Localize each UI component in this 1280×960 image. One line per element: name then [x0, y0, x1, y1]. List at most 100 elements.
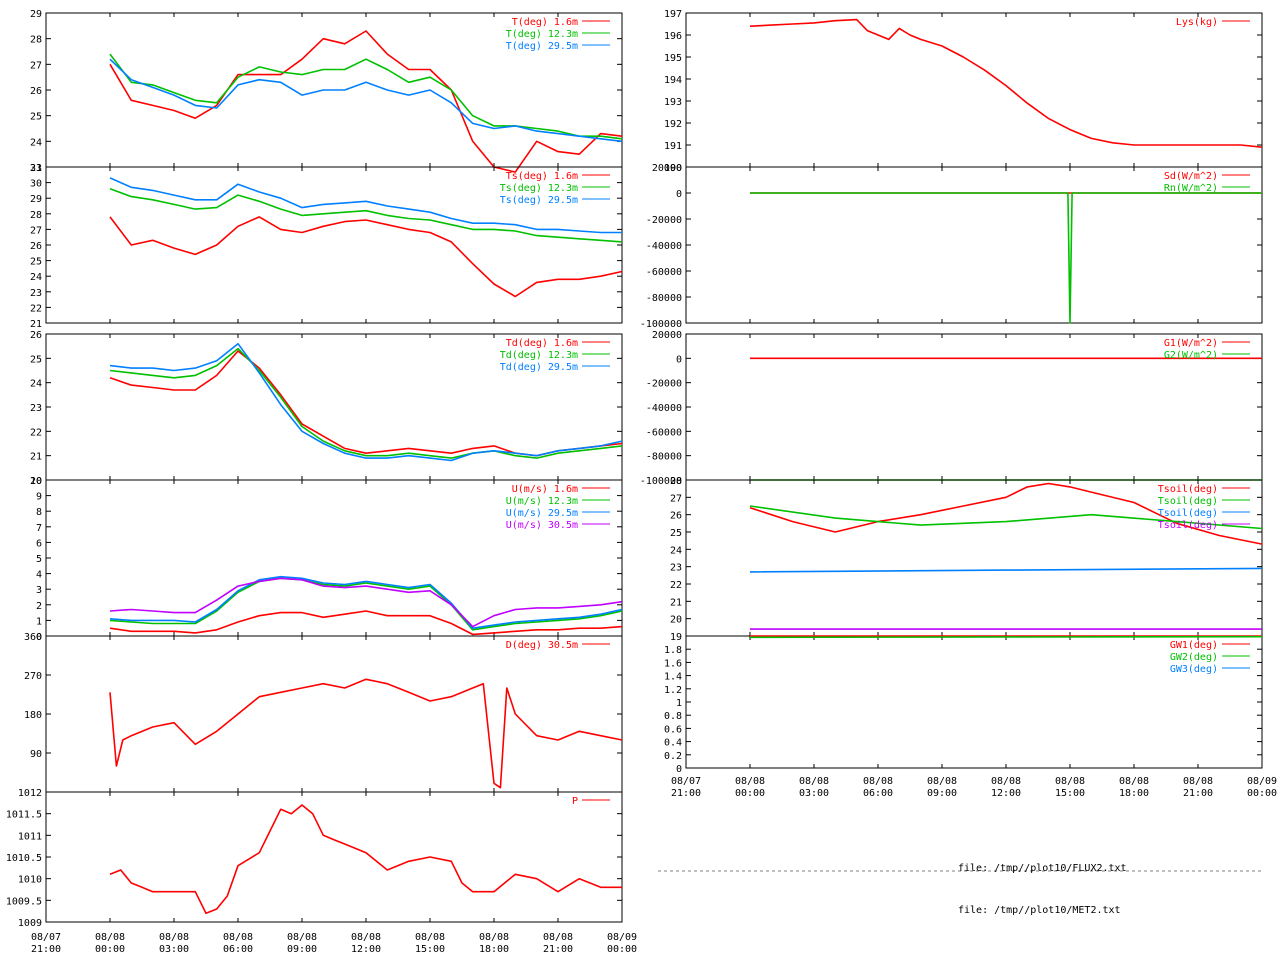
series-line-1: [750, 192, 1262, 324]
y-tick-label: 24: [30, 137, 42, 148]
y-tick-label: 1009: [18, 918, 42, 929]
y-tick-label: 22: [670, 580, 682, 591]
x-tick-time: 15:00: [1055, 788, 1085, 799]
legend-label: Tsoil(deg): [1158, 496, 1218, 507]
y-tick-label: 0: [36, 632, 42, 643]
y-tick-label: 9: [36, 492, 42, 503]
legend-label: Td(deg) 1.6m: [506, 338, 578, 349]
series-line-2: [109, 58, 623, 143]
y-tick-label: 21: [30, 452, 42, 463]
y-tick-label: 191: [664, 141, 682, 152]
series-line-0: [749, 18, 1263, 148]
y-tick-label: 24: [670, 545, 682, 556]
series-line-0: [749, 482, 1263, 545]
y-tick-label: 190: [664, 163, 682, 174]
legend-label: Tsoil(deg): [1158, 508, 1218, 519]
chart-frame: [685, 12, 1263, 168]
legend-label: GW3(deg): [1170, 664, 1218, 675]
y-tick-label: 26: [30, 86, 42, 97]
x-tick-time: 00:00: [735, 788, 765, 799]
y-tick-label: 1: [36, 616, 42, 627]
x-tick-time: 21:00: [671, 788, 701, 799]
y-tick-label: -20000: [646, 215, 682, 226]
y-tick-label: 30: [30, 179, 42, 190]
x-tick-time: 06:00: [863, 788, 893, 799]
y-tick-label: 22: [30, 427, 42, 438]
y-tick-label: 1.4: [664, 672, 682, 683]
series-line-2: [109, 177, 622, 234]
y-tick-label: 197: [664, 9, 682, 20]
x-tick-time: 09:00: [927, 788, 957, 799]
x-tick-date: 08/08: [95, 932, 125, 943]
legend-label: U(m/s) 12.3m: [506, 496, 578, 507]
legend-label: U(m/s) 29.5m: [506, 508, 578, 519]
x-tick-date: 08/08: [927, 776, 957, 787]
series-line-2: [109, 575, 623, 630]
y-tick-label: 360: [24, 632, 42, 643]
y-tick-label: 4: [36, 570, 42, 581]
x-tick-date: 08/08: [415, 932, 445, 943]
legend-label: Tsoil(deg): [1158, 520, 1218, 531]
x-tick-date: 08/09: [1247, 776, 1277, 787]
series-line-1: [109, 188, 623, 243]
y-tick-label: 19: [670, 632, 682, 643]
legend-label: U(m/s) 30.5m: [506, 520, 578, 531]
y-tick-label: 0: [676, 764, 682, 775]
y-tick-label: 24: [30, 272, 42, 283]
chart-soil-temp: 19202122232425262728Tsoil(deg)Tsoil(deg)…: [670, 476, 1263, 643]
chart-air-temp: 23 24 25 26 27 28 29 T(deg) 1.6mT(deg) 12.3mT(d…: [30, 9, 623, 174]
x-tick-time: 00:00: [95, 944, 125, 955]
chart-ground-heat: -100000 -80000 -60000 -40000 -20000 0 20000 G1(…: [640, 330, 1263, 487]
y-tick-label: 23: [30, 163, 42, 174]
x-tick-date: 08/08: [159, 932, 189, 943]
y-tick-label: -60000: [646, 267, 682, 278]
legend-label: Lys(kg): [1176, 17, 1218, 28]
y-tick-label: -40000: [646, 403, 682, 414]
y-tick-label: 195: [664, 53, 682, 64]
y-tick-label: 192: [664, 119, 682, 130]
chart-pressure: 1009 1009.5 1010 1010.5 1011 1011.5 1012 P: [6, 788, 623, 929]
y-tick-label: 7: [36, 523, 42, 534]
y-tick-label: 1010.5: [6, 853, 42, 864]
chart-frame: [45, 791, 623, 923]
x-tick-date: 08/08: [223, 932, 253, 943]
x-tick-date: 08/08: [287, 932, 317, 943]
y-tick-label: 180: [24, 710, 42, 721]
x-tick-date: 08/08: [1055, 776, 1085, 787]
file-list: file: /tmp//plot10/FLUX2.txt file: /tmp/…: [958, 834, 1127, 932]
y-tick-label: -20000: [646, 379, 682, 390]
x-tick-time: 21:00: [543, 944, 573, 955]
y-tick-label: 22: [30, 303, 42, 314]
time-axis-left: 08/0721:0008/0800:0008/0803:0008/0806:00…: [31, 932, 637, 955]
x-tick-date: 08/08: [991, 776, 1021, 787]
y-tick-label: 20: [670, 615, 682, 626]
y-tick-label: 6: [36, 538, 42, 549]
x-tick-date: 08/07: [671, 776, 701, 787]
series-line-0: [109, 30, 623, 173]
y-tick-label: 20: [30, 476, 42, 487]
chart-lysimeter: 190 191 192 193 194 195 196 197 Lys(kg): [664, 9, 1263, 174]
legend-label: G2(W/m^2): [1164, 350, 1218, 361]
x-tick-time: 21:00: [1183, 788, 1213, 799]
legend-label: Td(deg) 12.3m: [500, 350, 578, 361]
x-tick-time: 12:00: [991, 788, 1021, 799]
y-tick-label: -100000: [640, 476, 682, 487]
chart-radiation: -100000 -80000 -60000 -40000 -20000 0 20000 Sd(…: [640, 163, 1263, 330]
legend-label: GW1(deg): [1170, 640, 1218, 651]
y-tick-label: 27: [30, 60, 42, 71]
y-tick-label: 1.2: [664, 685, 682, 696]
legend-label: P: [572, 796, 578, 807]
y-tick-label: -100000: [640, 319, 682, 330]
y-tick-label: -80000: [646, 293, 682, 304]
y-tick-label: 21: [670, 597, 682, 608]
y-tick-label: 28: [30, 210, 42, 221]
x-tick-date: 08/08: [863, 776, 893, 787]
y-tick-label: 25: [670, 528, 682, 539]
y-tick-label: -60000: [646, 427, 682, 438]
x-tick-date: 08/08: [799, 776, 829, 787]
y-tick-label: 25: [30, 257, 42, 268]
y-tick-label: 26: [30, 330, 42, 341]
series-line-1: [749, 635, 1263, 639]
series-line-1: [109, 53, 623, 140]
